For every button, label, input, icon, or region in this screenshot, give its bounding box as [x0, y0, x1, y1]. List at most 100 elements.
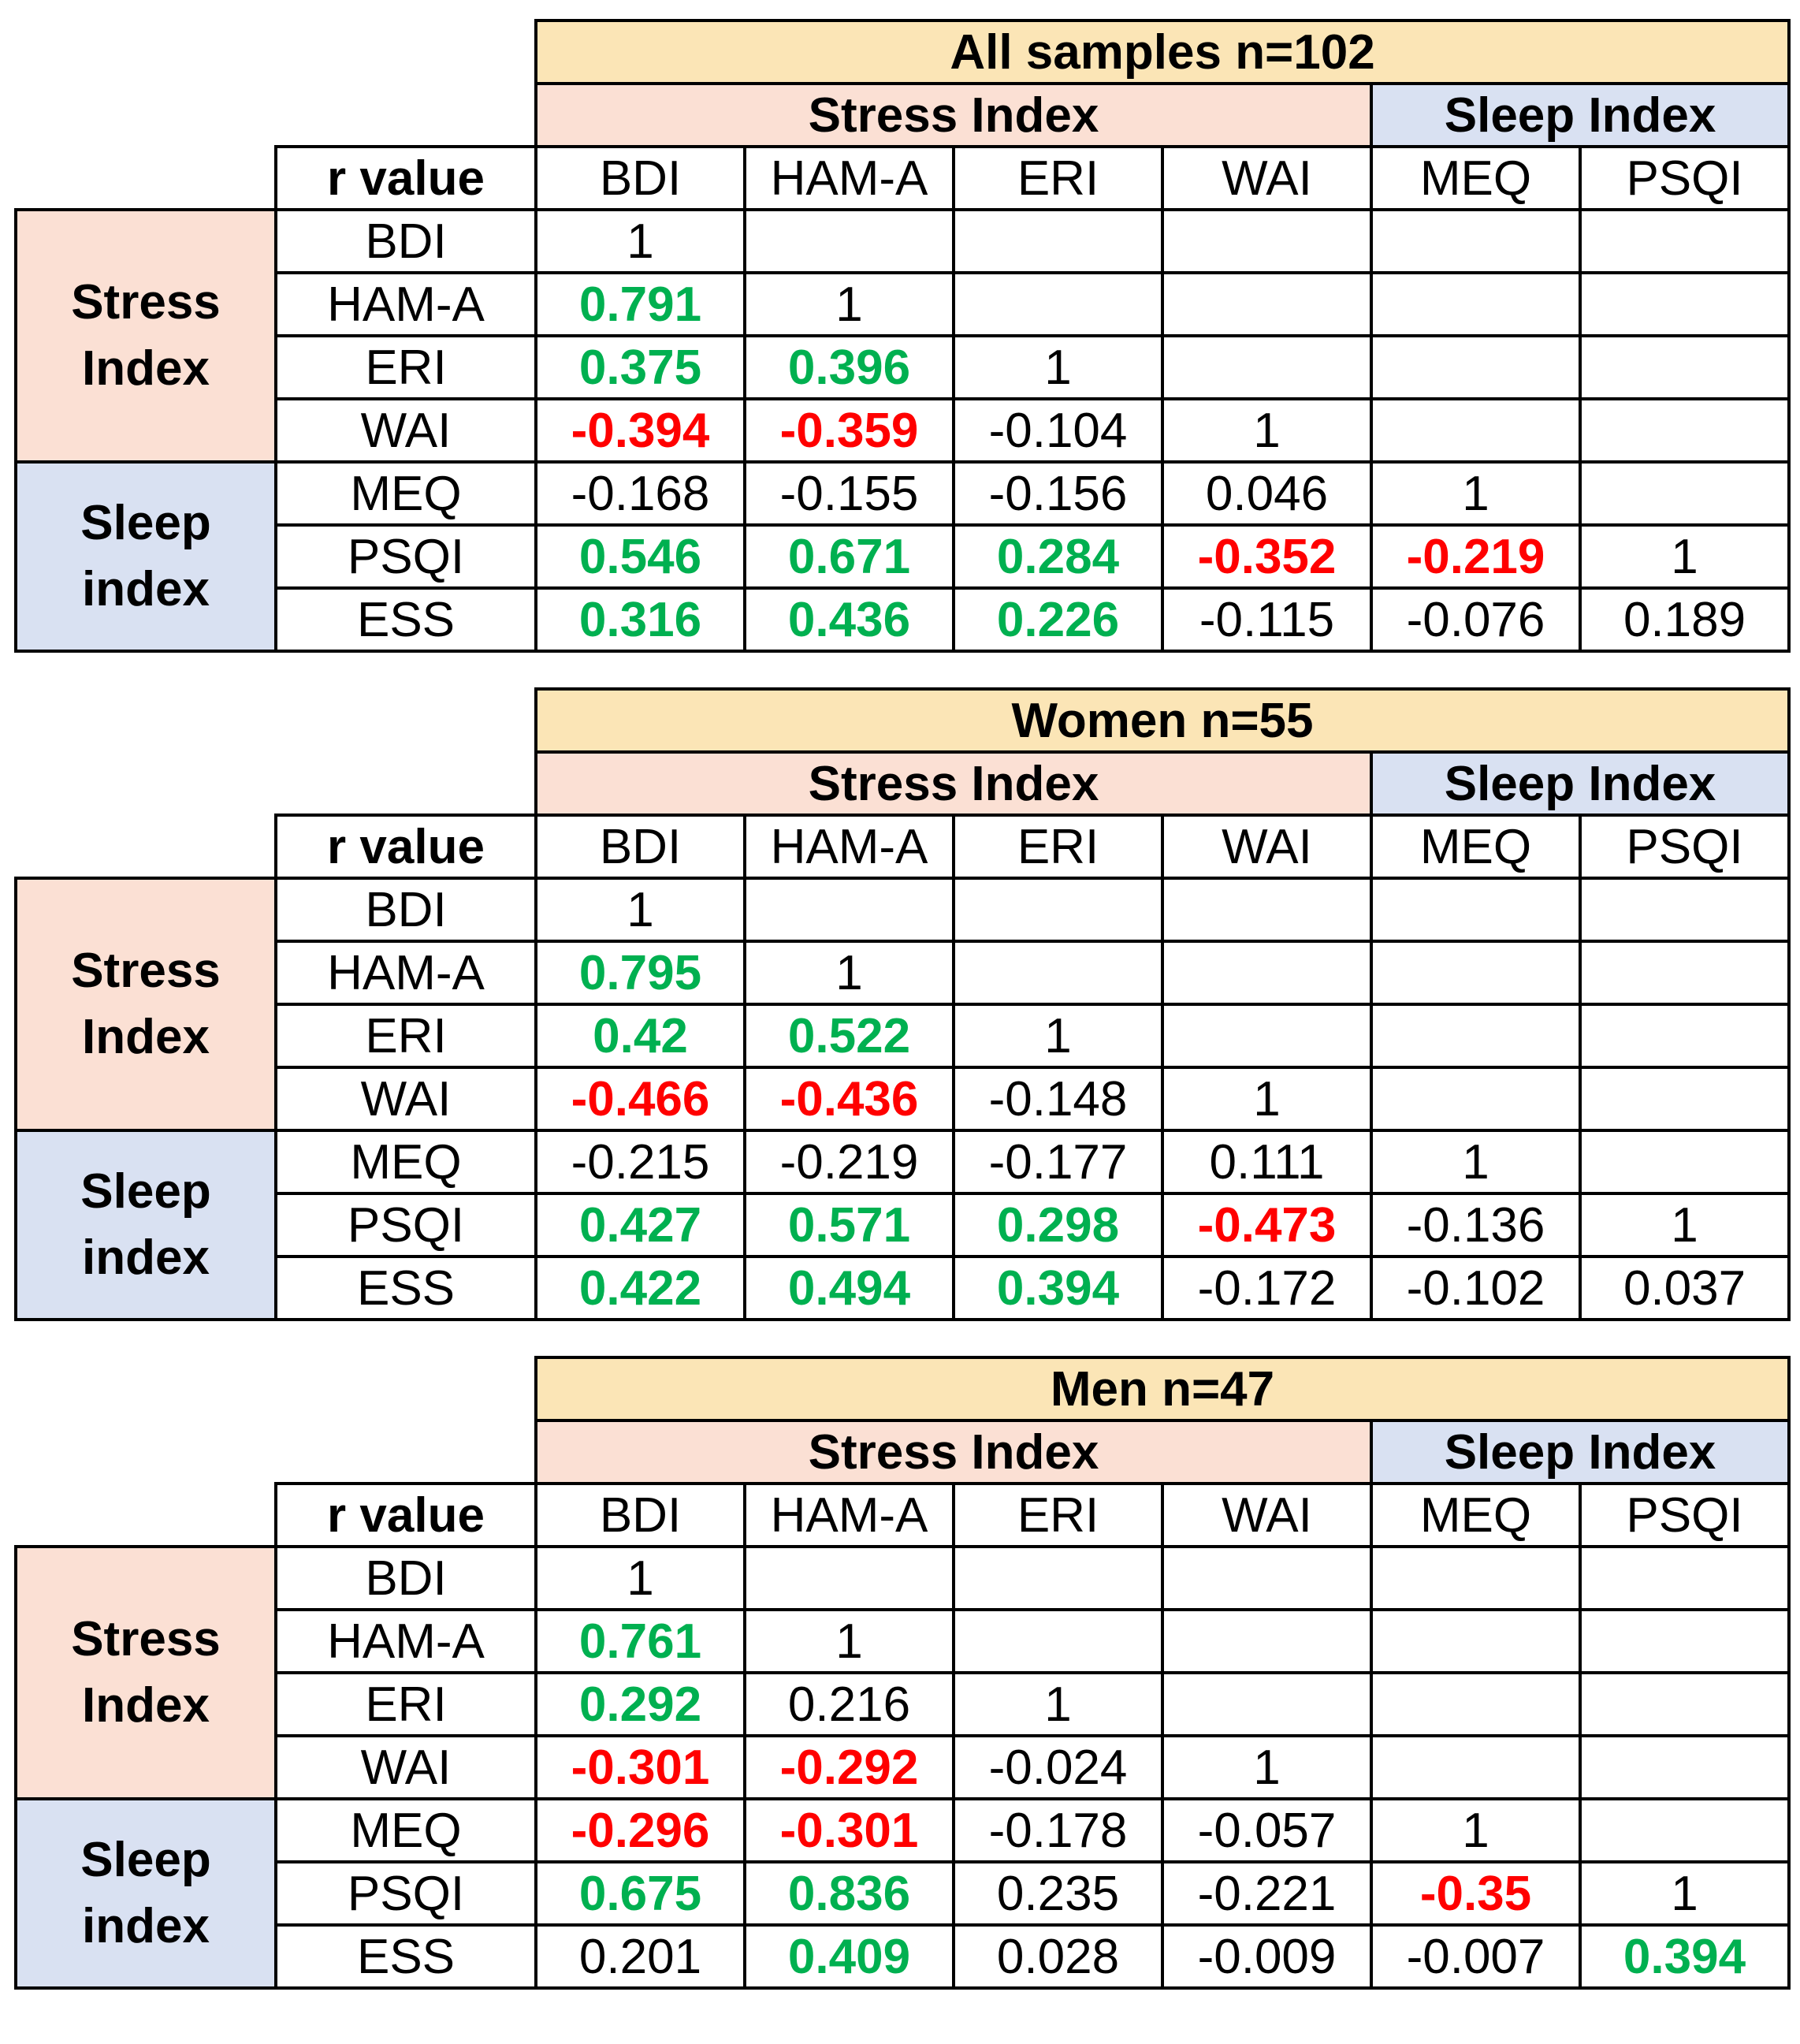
- column-header: WAI: [1161, 814, 1373, 880]
- value-cell: [1579, 1734, 1791, 1800]
- value-cell: -0.301: [743, 1797, 955, 1863]
- value-cell: [1161, 940, 1373, 1006]
- row-header: HAM-A: [274, 940, 537, 1006]
- blank-cell: [16, 1484, 276, 1547]
- table-row: Sleep index MEQ -0.215 -0.219 -0.177 0.111 1: [14, 1129, 1791, 1321]
- value-cell: -0.473: [1161, 1192, 1373, 1258]
- sleep-index-header: Sleep Index: [1369, 750, 1791, 817]
- value-cell: -0.436: [743, 1066, 955, 1132]
- column-header: MEQ: [1370, 1482, 1582, 1548]
- column-header: MEQ: [1370, 814, 1582, 880]
- blank-cell: [16, 752, 536, 815]
- value-cell: 1: [952, 1671, 1164, 1737]
- value-cell: [1578, 334, 1791, 400]
- value-cell: 0.037: [1578, 1255, 1791, 1321]
- column-header-row: r value BDI HAM-A ERI WAI MEQ PSQI: [16, 145, 1791, 211]
- value-cell: [1579, 1671, 1791, 1737]
- value-cell: 1: [1370, 1797, 1582, 1863]
- row-header: WAI: [274, 1066, 537, 1132]
- value-cell: -0.219: [743, 1129, 955, 1195]
- value-cell: [1578, 1129, 1791, 1195]
- value-cell: 1: [1578, 523, 1791, 590]
- value-cell: -0.007: [1370, 1923, 1582, 1990]
- column-header: BDI: [534, 145, 746, 211]
- table-row: PSQI 0.546 0.671 0.284 -0.352 -0.219 1: [16, 523, 1791, 590]
- value-cell: [1370, 1734, 1582, 1800]
- value-cell: [1370, 397, 1582, 464]
- value-cell: -0.115: [1161, 586, 1373, 653]
- value-cell: -0.301: [534, 1734, 746, 1800]
- table-row: WAI -0.394 -0.359 -0.104 1: [16, 397, 1791, 464]
- table-row: PSQI 0.675 0.836 0.235 -0.221 -0.35 1: [16, 1860, 1791, 1927]
- group-label-sleep: Sleep index: [14, 1797, 277, 1990]
- value-cell: [1161, 208, 1373, 274]
- value-cell: [1578, 1066, 1791, 1132]
- value-cell: -0.172: [1161, 1255, 1373, 1321]
- value-cell: -0.156: [952, 460, 1164, 527]
- value-cell: [1161, 334, 1373, 400]
- row-header: MEQ: [274, 460, 537, 527]
- correlation-table: Women n=55 Stress Index Sleep Index r value…: [14, 687, 1791, 1321]
- value-cell: 1: [743, 271, 955, 337]
- value-cell: 1: [1161, 1066, 1373, 1132]
- value-cell: 0.284: [952, 523, 1164, 590]
- column-header: BDI: [534, 1482, 746, 1548]
- value-cell: -0.148: [952, 1066, 1164, 1132]
- value-cell: [743, 208, 955, 274]
- column-header: PSQI: [1578, 145, 1791, 211]
- blank-cell: [16, 84, 536, 147]
- blank-cell: [16, 815, 276, 878]
- row-header: HAM-A: [274, 1608, 537, 1674]
- value-cell: [1161, 271, 1373, 337]
- value-cell: [1578, 397, 1791, 464]
- table-women: Women n=55 Stress Index Sleep Index r value…: [14, 687, 1791, 1321]
- value-cell: 0.216: [743, 1671, 955, 1737]
- row-header: MEQ: [274, 1129, 537, 1195]
- value-cell: [1161, 877, 1373, 943]
- value-cell: -0.221: [1161, 1860, 1373, 1927]
- value-cell: 0.422: [534, 1255, 746, 1321]
- value-cell: 1: [952, 1003, 1164, 1069]
- value-cell: 1: [952, 334, 1164, 400]
- column-header-row: r value BDI HAM-A ERI WAI MEQ PSQI: [16, 814, 1791, 880]
- group-label-stress: Stress Index: [14, 1545, 277, 1800]
- column-header: ERI: [952, 145, 1164, 211]
- value-cell: -0.104: [952, 397, 1164, 464]
- value-cell: -0.057: [1161, 1797, 1373, 1863]
- row-header: ERI: [274, 1671, 537, 1737]
- value-cell: -0.352: [1161, 523, 1373, 590]
- blank-cell: [16, 147, 276, 210]
- correlation-table: All samples n=102 Stress Index Sleep Index…: [14, 19, 1791, 653]
- table-row: Sleep index MEQ -0.296 -0.301 -0.178 -0.057 1: [14, 1797, 1791, 1990]
- value-cell: -0.009: [1161, 1923, 1373, 1990]
- index-header-row: Stress Index Sleep Index: [16, 82, 1791, 148]
- title-row: All samples n=102: [16, 19, 1791, 85]
- value-cell: -0.359: [743, 397, 955, 464]
- value-cell: 1: [743, 940, 955, 1006]
- value-cell: [1370, 271, 1582, 337]
- title-row: Women n=55: [16, 687, 1791, 754]
- value-cell: -0.219: [1370, 523, 1582, 590]
- row-header: ERI: [274, 334, 537, 400]
- column-header: ERI: [952, 1482, 1164, 1548]
- blank-cell: [16, 689, 536, 752]
- value-cell: [1370, 940, 1582, 1006]
- value-cell: [743, 877, 955, 943]
- row-header: HAM-A: [274, 271, 537, 337]
- blank-cell: [16, 1420, 536, 1484]
- row-header: BDI: [274, 208, 537, 274]
- value-cell: [1578, 271, 1791, 337]
- row-header: ESS: [274, 586, 537, 653]
- value-cell: [952, 940, 1164, 1006]
- value-cell: [1370, 1003, 1582, 1069]
- table-row: ESS 0.316 0.436 0.226 -0.115 -0.076 0.189: [16, 586, 1791, 653]
- value-cell: 1: [1579, 1860, 1791, 1927]
- group-label-sleep: Sleep index: [14, 1129, 277, 1321]
- table-title: All samples n=102: [534, 19, 1791, 85]
- value-cell: -0.102: [1370, 1255, 1582, 1321]
- column-header: PSQI: [1578, 814, 1791, 880]
- value-cell: [1161, 1003, 1373, 1069]
- value-cell: [1579, 1545, 1791, 1611]
- table-row: HAM-A 0.761 1: [16, 1608, 1791, 1674]
- value-cell: 0.375: [534, 334, 746, 400]
